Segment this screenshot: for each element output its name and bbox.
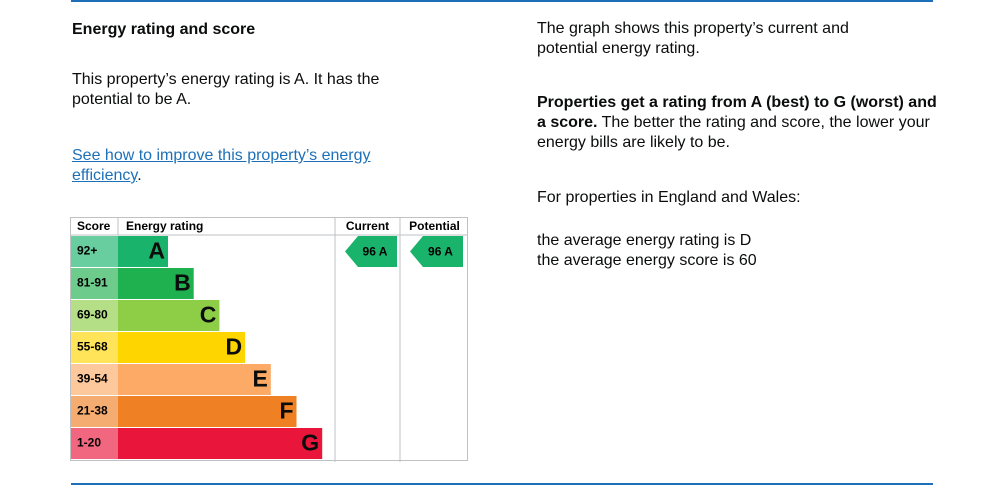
intro: This property’s energy rating is A. It h… [72, 71, 380, 108]
score-cell [71, 332, 118, 363]
header-current: Current [346, 219, 389, 233]
rating-letter: A [148, 238, 165, 264]
side-p3: For properties in England and Wales: [537, 189, 801, 206]
improve-link[interactable]: See how to improve this property’s energ… [72, 147, 371, 184]
header-potential: Potential [409, 219, 460, 233]
heading: Energy rating and score [72, 21, 256, 38]
score-label: 69-80 [77, 308, 108, 322]
side-p4: the average energy rating is D the averag… [537, 231, 937, 271]
link-paragraph: See how to improve this property’s energ… [72, 146, 412, 186]
score-cell [71, 268, 118, 299]
rating-letter: D [225, 334, 242, 360]
rating-letter: B [174, 270, 191, 296]
rating-bar [118, 428, 323, 459]
bottom-rule [71, 483, 933, 485]
score-label: 81-91 [77, 276, 108, 290]
rating-letter: G [301, 430, 319, 456]
top-rule [71, 0, 933, 2]
side-p2-bold: Properties get a rating from A (best) to… [537, 94, 937, 131]
rating-bar [118, 236, 168, 267]
current-arrow [345, 236, 397, 267]
score-label: 92+ [77, 244, 97, 258]
score-label: 39-54 [77, 372, 108, 386]
graph-frame [70, 217, 468, 461]
side-p4-line2: the average energy score is 60 [537, 252, 757, 269]
header-score: Score [77, 219, 111, 233]
potential-arrow [410, 236, 463, 267]
rating-bar [118, 332, 246, 363]
rating-graph: Score Energy rating Current Potential 92+ A 81… [70, 217, 468, 462]
score-cell [71, 300, 118, 331]
rating-letter: F [279, 398, 293, 424]
rating-bar [118, 364, 271, 395]
rating-bar [118, 300, 220, 331]
score-label: 55-68 [77, 340, 108, 354]
score-label: 21-38 [77, 404, 108, 418]
rating-letter: C [200, 302, 217, 328]
potential-label: 96 A [428, 245, 453, 259]
side-p2: Properties get a rating from A (best) to… [537, 93, 937, 153]
score-label: 1-20 [77, 436, 101, 450]
score-cell [71, 396, 118, 427]
link-period: . [137, 167, 142, 184]
score-cell [71, 236, 118, 267]
rating-bar [118, 268, 194, 299]
rating-bar [118, 396, 297, 427]
side-p2-rest: The better the rating and score, the low… [537, 114, 930, 151]
side-p4-line1: the average energy rating is D [537, 232, 752, 249]
score-cell [71, 364, 118, 395]
score-cell [71, 428, 118, 459]
current-label: 96 A [363, 245, 388, 259]
rating-letter: E [252, 366, 267, 392]
side-p1: The graph shows this property’s current … [537, 20, 849, 57]
header-rating: Energy rating [126, 219, 203, 233]
